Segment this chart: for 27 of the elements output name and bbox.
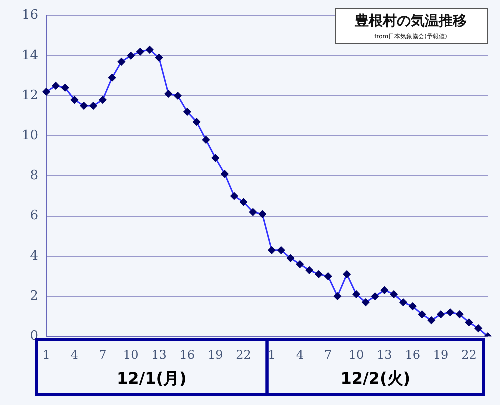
x-tick-label: 7: [99, 348, 107, 362]
y-tick-label: 16: [22, 8, 39, 24]
x-tick-label: 4: [296, 348, 304, 362]
y-tick-label: 14: [22, 48, 39, 64]
x-tick-label: 13: [377, 348, 392, 362]
y-tick-label: 4: [30, 248, 39, 264]
x-tick-label: 13: [152, 348, 167, 362]
x-tick-label: 22: [236, 348, 252, 362]
text: 12/1(月): [116, 368, 187, 388]
x-tick-label: 4: [70, 348, 79, 362]
x-tick-label: 1: [42, 348, 50, 362]
x-tick-label: 19: [433, 348, 449, 362]
x-tick-label: 16: [405, 348, 420, 362]
y-tick-label: 2: [30, 288, 39, 304]
x-tick-label: 22: [462, 348, 477, 362]
x-tick-label: 10: [123, 348, 139, 362]
y-tick-label: 8: [30, 168, 39, 184]
x-tick-label: 7: [324, 348, 332, 362]
x-tick-label: 16: [180, 348, 196, 362]
y-tick-label: 6: [30, 208, 39, 224]
y-tick-label: 10: [22, 128, 39, 144]
text: 12/2(火): [340, 368, 411, 388]
y-tick-label: 12: [22, 88, 39, 104]
x-tick-label: 1: [268, 348, 276, 362]
chart-title: 豊根村の気温推移: [354, 14, 467, 30]
x-tick-label: 10: [348, 348, 364, 362]
x-tick-label: 19: [208, 348, 224, 362]
